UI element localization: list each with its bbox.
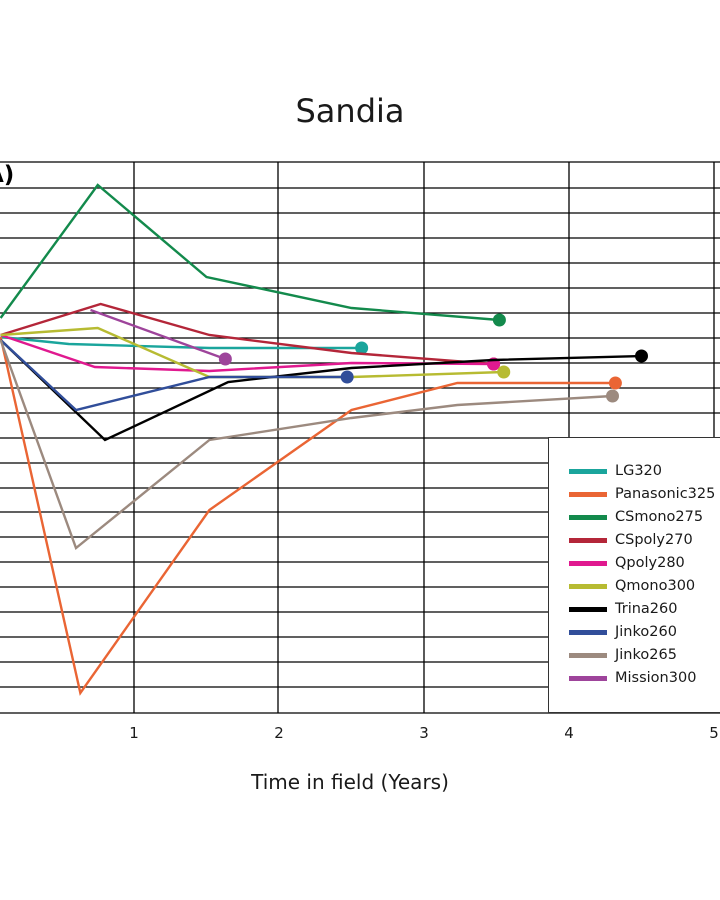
series-end-marker-lg320 [355, 341, 369, 355]
legend-swatch [569, 583, 607, 589]
legend-item: Trina260 [569, 599, 677, 619]
legend: LG320 Panasonic325 CSmono275 CSpoly270 Qpoly… [548, 437, 720, 713]
x-tick-label: 2 [274, 724, 284, 742]
series-end-marker-mission300 [218, 352, 232, 366]
chart-title: Sandia [295, 92, 405, 130]
series-line-panasonic325 [0, 336, 616, 696]
legend-label: CSpoly270 [615, 532, 693, 548]
legend-label: Jinko260 [615, 624, 677, 640]
x-tick-label: 4 [564, 724, 574, 742]
series-lines [0, 183, 648, 696]
x-tick-label: 1 [129, 724, 139, 742]
legend-item: CSmono275 [569, 507, 703, 527]
legend-item: Panasonic325 [569, 484, 715, 504]
series-line-mission300 [90, 308, 226, 361]
legend-swatch [569, 537, 607, 543]
legend-label: LG320 [615, 463, 662, 479]
legend-swatch [569, 491, 607, 497]
series-line-cspoly270 [0, 302, 494, 366]
legend-swatch [569, 514, 607, 520]
legend-label: Trina260 [615, 601, 678, 617]
legend-swatch [569, 468, 607, 474]
legend-label: Panasonic325 [615, 486, 716, 502]
series-line-qpoly280 [0, 333, 494, 373]
legend-label: Qmono300 [615, 578, 696, 594]
legend-swatch [569, 675, 607, 681]
series-line-trina260 [0, 339, 642, 442]
panel-label: A) [0, 162, 15, 188]
x-tick-label: 3 [419, 724, 429, 742]
legend-item: CSpoly270 [569, 530, 693, 550]
legend-item: LG320 [569, 461, 662, 481]
legend-item: Qmono300 [569, 576, 695, 596]
x-axis-label: Time in field (Years) [251, 770, 449, 794]
legend-label: CSmono275 [615, 509, 704, 525]
series-line-csmono275 [0, 183, 500, 322]
x-axis-ticks: 1 2 3 4 5 [129, 724, 719, 742]
legend-swatch [569, 652, 607, 658]
legend-label: Qpoly280 [615, 555, 685, 571]
series-end-marker-trina260 [635, 349, 648, 363]
legend-label: Jinko265 [615, 647, 677, 663]
series-end-marker-panasonic325 [608, 376, 622, 390]
legend-item: Jinko260 [569, 622, 677, 642]
legend-item: Qpoly280 [569, 553, 685, 573]
series-end-marker-jinko265 [606, 389, 619, 403]
series-line-jinko260 [0, 339, 348, 412]
legend-item: Mission300 [569, 668, 696, 688]
series-end-marker-jinko260 [340, 370, 354, 384]
series-line-jinko265 [0, 339, 613, 550]
x-tick-label: 5 [709, 724, 719, 742]
legend-swatch [569, 629, 607, 635]
series-end-marker-csmono275 [492, 313, 506, 327]
legend-item: Jinko265 [569, 645, 677, 665]
legend-swatch [569, 606, 607, 612]
series-end-marker-qmono300 [497, 365, 511, 379]
legend-swatch [569, 560, 607, 566]
legend-label: Mission300 [615, 670, 697, 686]
